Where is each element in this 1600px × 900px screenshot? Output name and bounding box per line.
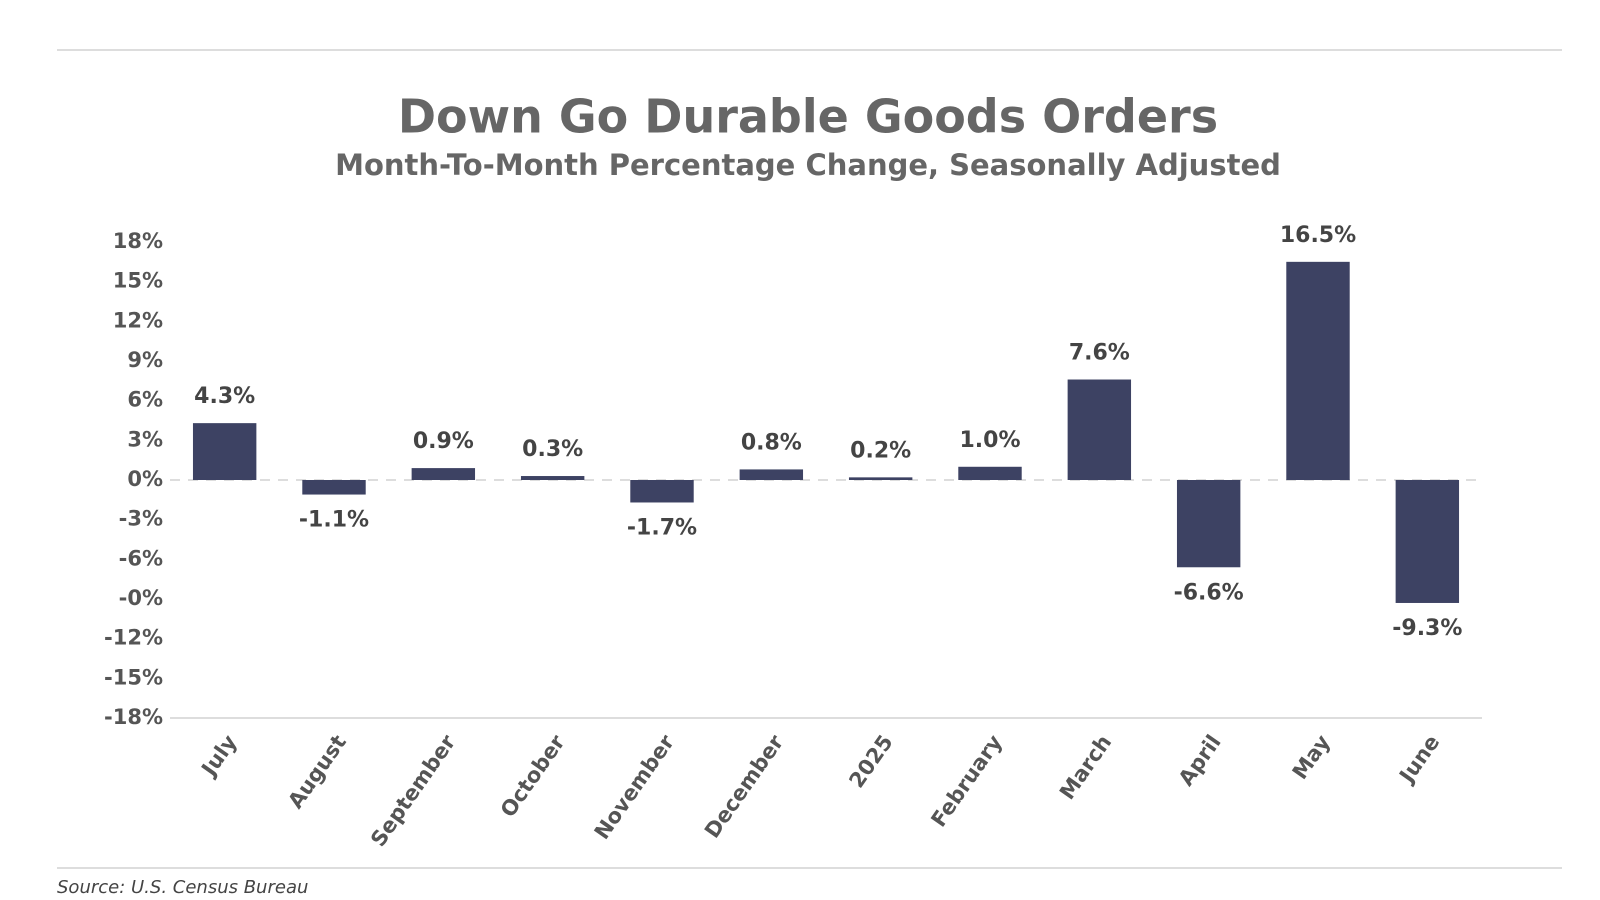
value-label: -6.6% <box>1174 580 1244 605</box>
value-label: -1.7% <box>627 515 697 540</box>
bar <box>958 466 1022 480</box>
y-tick-label: -0% <box>119 586 163 610</box>
y-tick-label: 15% <box>113 269 163 293</box>
y-tick-label: 6% <box>127 388 163 412</box>
y-tick-label: 9% <box>127 348 163 372</box>
bar <box>302 480 366 495</box>
x-tick-label: December <box>700 730 789 842</box>
x-tick-label: May <box>1288 730 1335 783</box>
x-tick-label: April <box>1174 731 1226 791</box>
bar <box>1176 480 1241 568</box>
bar <box>1067 379 1132 480</box>
chart-subtitle: Month-To-Month Percentage Change, Season… <box>335 148 1281 182</box>
y-tick-label: 18% <box>113 229 163 253</box>
value-label: 7.6% <box>1069 341 1130 366</box>
x-tick-label: 2025 <box>844 731 897 793</box>
bar <box>630 480 694 503</box>
bar <box>1395 480 1460 603</box>
y-tick-label: -12% <box>104 626 163 650</box>
y-tick-label: -15% <box>104 665 163 689</box>
value-label: -9.3% <box>1392 616 1462 641</box>
source: Source: U.S. Census Bureau <box>57 877 308 898</box>
x-tick-label: November <box>590 730 680 844</box>
value-label: 0.9% <box>413 429 474 454</box>
x-tick-label: March <box>1055 731 1116 804</box>
y-tick-label: 0% <box>127 467 163 491</box>
y-tick-label: -6% <box>119 546 163 570</box>
bar <box>411 468 476 480</box>
bar <box>1286 261 1350 480</box>
value-label: 0.8% <box>741 430 802 455</box>
value-label: -1.1% <box>299 508 369 533</box>
chart-title: Down Go Durable Goods Orders <box>398 90 1218 144</box>
value-label: 0.2% <box>850 438 911 463</box>
value-label: 16.5% <box>1280 223 1356 248</box>
x-tick-label: July <box>196 730 242 781</box>
x-tick-label: June <box>1394 731 1445 789</box>
x-tick-label: August <box>283 731 351 813</box>
bar <box>520 476 585 480</box>
value-label: 1.0% <box>959 428 1020 453</box>
bar <box>739 469 804 480</box>
x-tick-label: September <box>366 730 461 851</box>
y-tick-label: -3% <box>119 507 163 531</box>
y-tick-label: 12% <box>113 308 163 332</box>
bar <box>848 477 913 480</box>
value-label: 4.3% <box>194 384 255 409</box>
x-tick-label: February <box>926 730 1007 831</box>
y-tick-label: -18% <box>104 705 163 729</box>
y-tick-label: 3% <box>127 427 163 451</box>
x-tick-label: October <box>496 730 570 822</box>
bar <box>192 423 257 480</box>
value-label: 0.3% <box>522 437 583 462</box>
